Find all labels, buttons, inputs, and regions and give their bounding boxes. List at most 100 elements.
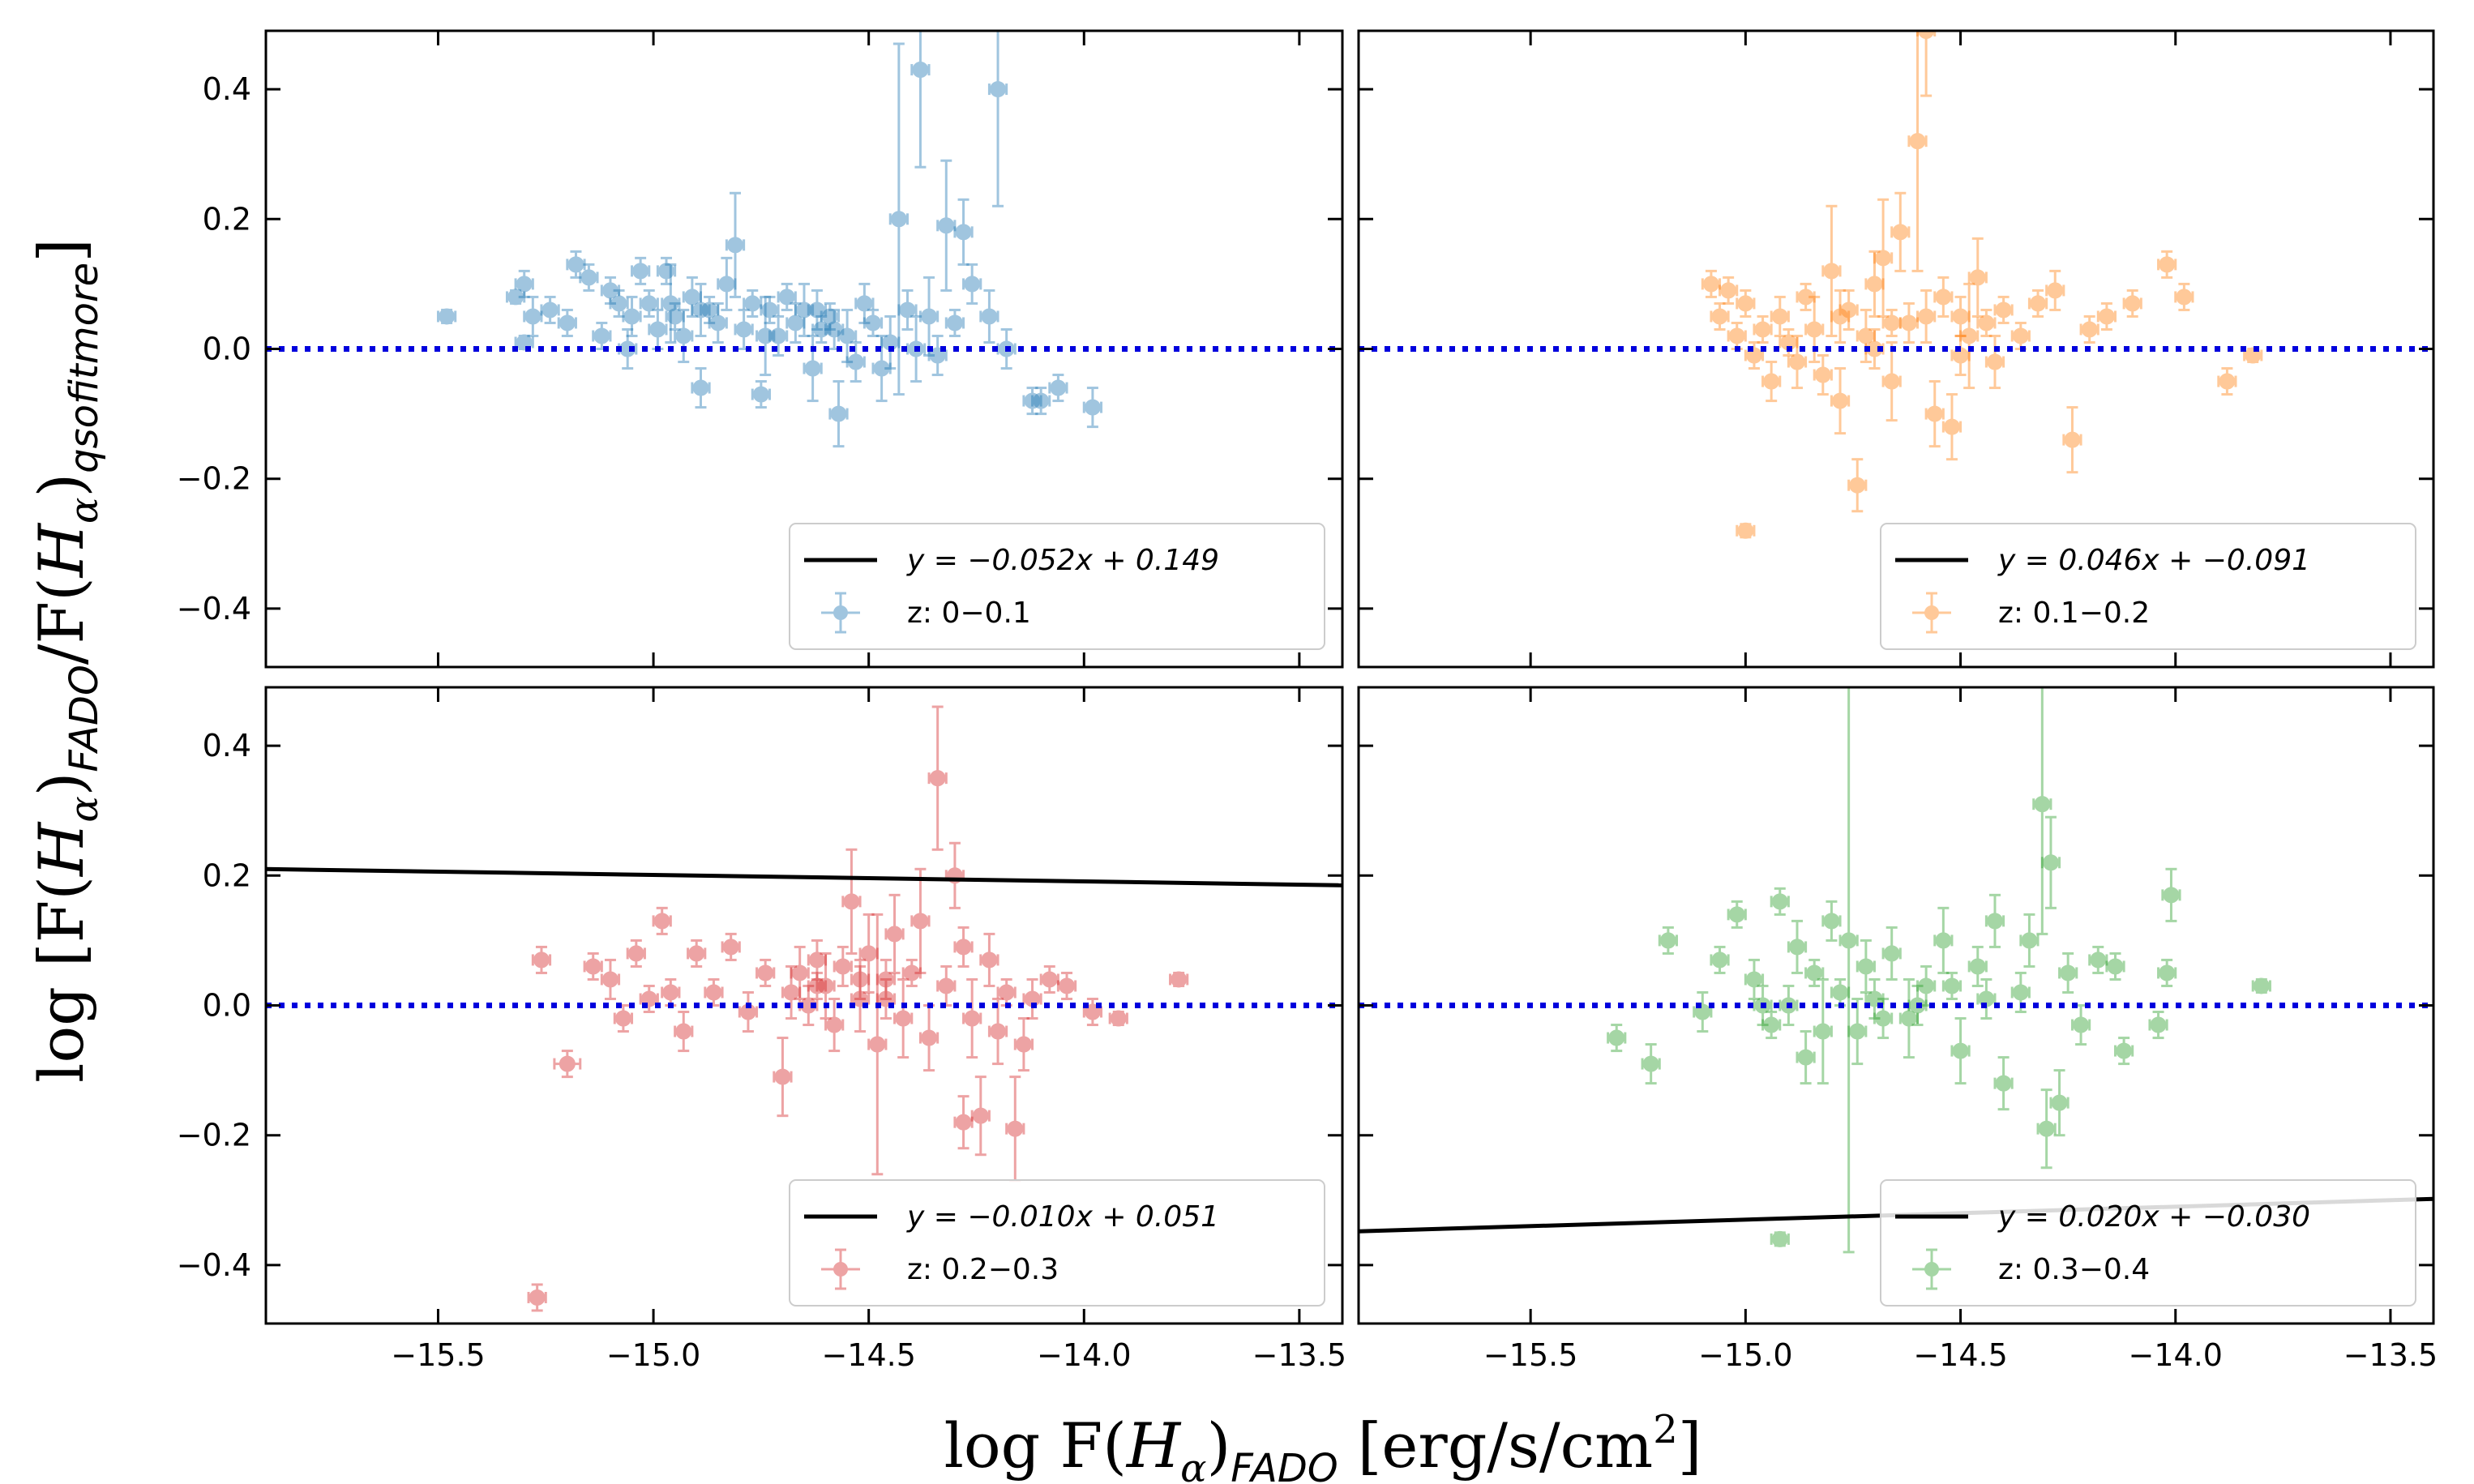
marker bbox=[567, 256, 584, 273]
y-tick-label: −0.2 bbox=[177, 1118, 251, 1153]
marker bbox=[735, 321, 752, 338]
marker bbox=[1745, 347, 1762, 364]
data-point bbox=[1984, 334, 2005, 390]
marker bbox=[839, 327, 856, 344]
marker bbox=[1909, 133, 1926, 150]
data-point bbox=[691, 282, 711, 337]
marker bbox=[662, 295, 679, 312]
data-point bbox=[1933, 906, 1954, 974]
marker bbox=[2107, 958, 2124, 975]
data-point bbox=[1744, 958, 1765, 1000]
data-point bbox=[854, 282, 875, 324]
data-point bbox=[1813, 354, 1833, 396]
data-point bbox=[893, 977, 914, 1059]
data-point bbox=[704, 977, 724, 1007]
data-point bbox=[514, 269, 534, 298]
marker bbox=[847, 353, 864, 370]
data-point bbox=[850, 958, 871, 1000]
data-point bbox=[1658, 926, 1678, 955]
marker bbox=[990, 1023, 1007, 1040]
x-tick-label: −14.5 bbox=[1913, 1337, 2007, 1373]
data-point bbox=[583, 952, 603, 981]
marker bbox=[675, 1023, 692, 1040]
marker bbox=[2163, 887, 2180, 904]
data-point bbox=[2217, 367, 2237, 396]
legend-box bbox=[1880, 1179, 2416, 1307]
marker bbox=[2150, 1016, 2167, 1033]
marker bbox=[990, 81, 1007, 98]
marker bbox=[1883, 373, 1900, 390]
marker bbox=[701, 302, 718, 319]
marker bbox=[757, 964, 774, 981]
marker bbox=[938, 217, 955, 234]
marker bbox=[1995, 1075, 2012, 1092]
data-point bbox=[1031, 387, 1051, 416]
marker bbox=[761, 302, 778, 319]
data-point bbox=[910, 867, 931, 974]
marker bbox=[1110, 1010, 1127, 1027]
marker bbox=[938, 977, 955, 994]
marker bbox=[1995, 302, 2012, 319]
panel-z-0-0.1: −0.4 −0.2 0.0 0.2 0.4 y = −0.052x + 0.149 z: 0… bbox=[177, 29, 1344, 669]
marker bbox=[955, 1114, 972, 1131]
x-tick-label: −15.0 bbox=[606, 1337, 700, 1373]
data-point bbox=[751, 380, 772, 409]
marker bbox=[877, 990, 894, 1007]
data-point bbox=[1950, 295, 1971, 337]
marker bbox=[653, 913, 670, 930]
data-point bbox=[527, 1283, 547, 1312]
marker bbox=[516, 334, 533, 351]
data-point bbox=[1761, 361, 1782, 403]
marker bbox=[2176, 289, 2193, 306]
marker bbox=[1986, 913, 2003, 930]
marker bbox=[1659, 932, 1676, 949]
marker bbox=[791, 964, 808, 981]
marker bbox=[873, 360, 890, 377]
data-point bbox=[626, 939, 646, 968]
legend: y = −0.052x + 0.149 z: 0−0.1 bbox=[789, 523, 1325, 650]
marker bbox=[1702, 276, 1719, 293]
data-point bbox=[811, 314, 832, 344]
data-point bbox=[1770, 1230, 1790, 1247]
marker bbox=[1883, 314, 1900, 331]
marker bbox=[921, 1029, 938, 1046]
marker bbox=[559, 314, 576, 331]
data-point bbox=[1976, 308, 1997, 337]
marker bbox=[2081, 321, 2098, 338]
data-point bbox=[953, 926, 974, 968]
x-tick-label: −14.5 bbox=[821, 1337, 915, 1373]
data-point bbox=[1736, 289, 1756, 318]
marker bbox=[1789, 353, 1806, 370]
data-point bbox=[1984, 893, 2005, 948]
data-point bbox=[897, 289, 918, 331]
data-point bbox=[1736, 522, 1756, 539]
marker bbox=[955, 224, 972, 241]
marker bbox=[1900, 1010, 1917, 1027]
data-point bbox=[1864, 977, 1885, 1020]
marker bbox=[912, 913, 929, 930]
data-point bbox=[2174, 282, 2194, 311]
data-point bbox=[807, 971, 828, 1000]
marker bbox=[2047, 282, 2064, 299]
marker bbox=[1823, 913, 1840, 930]
data-point bbox=[798, 984, 819, 1027]
marker bbox=[744, 295, 761, 312]
data-point bbox=[2070, 1004, 2091, 1046]
data-point bbox=[1898, 302, 1920, 344]
data-point bbox=[1916, 964, 1937, 1007]
marker bbox=[1033, 392, 1050, 409]
marker bbox=[757, 327, 774, 344]
marker bbox=[1986, 353, 2003, 370]
marker bbox=[1728, 906, 1745, 923]
marker bbox=[610, 295, 627, 312]
data-point bbox=[936, 964, 957, 1007]
legend-fit-label: y = 0.046x + −0.091 bbox=[1997, 544, 2310, 577]
marker bbox=[1694, 1003, 1711, 1020]
x-tick-label: −15.0 bbox=[1698, 1337, 1792, 1373]
marker bbox=[964, 1010, 981, 1027]
data-point bbox=[738, 990, 759, 1033]
marker bbox=[1952, 308, 1969, 325]
marker bbox=[890, 211, 907, 228]
data-point bbox=[828, 380, 849, 448]
legend-box bbox=[789, 1179, 1325, 1307]
